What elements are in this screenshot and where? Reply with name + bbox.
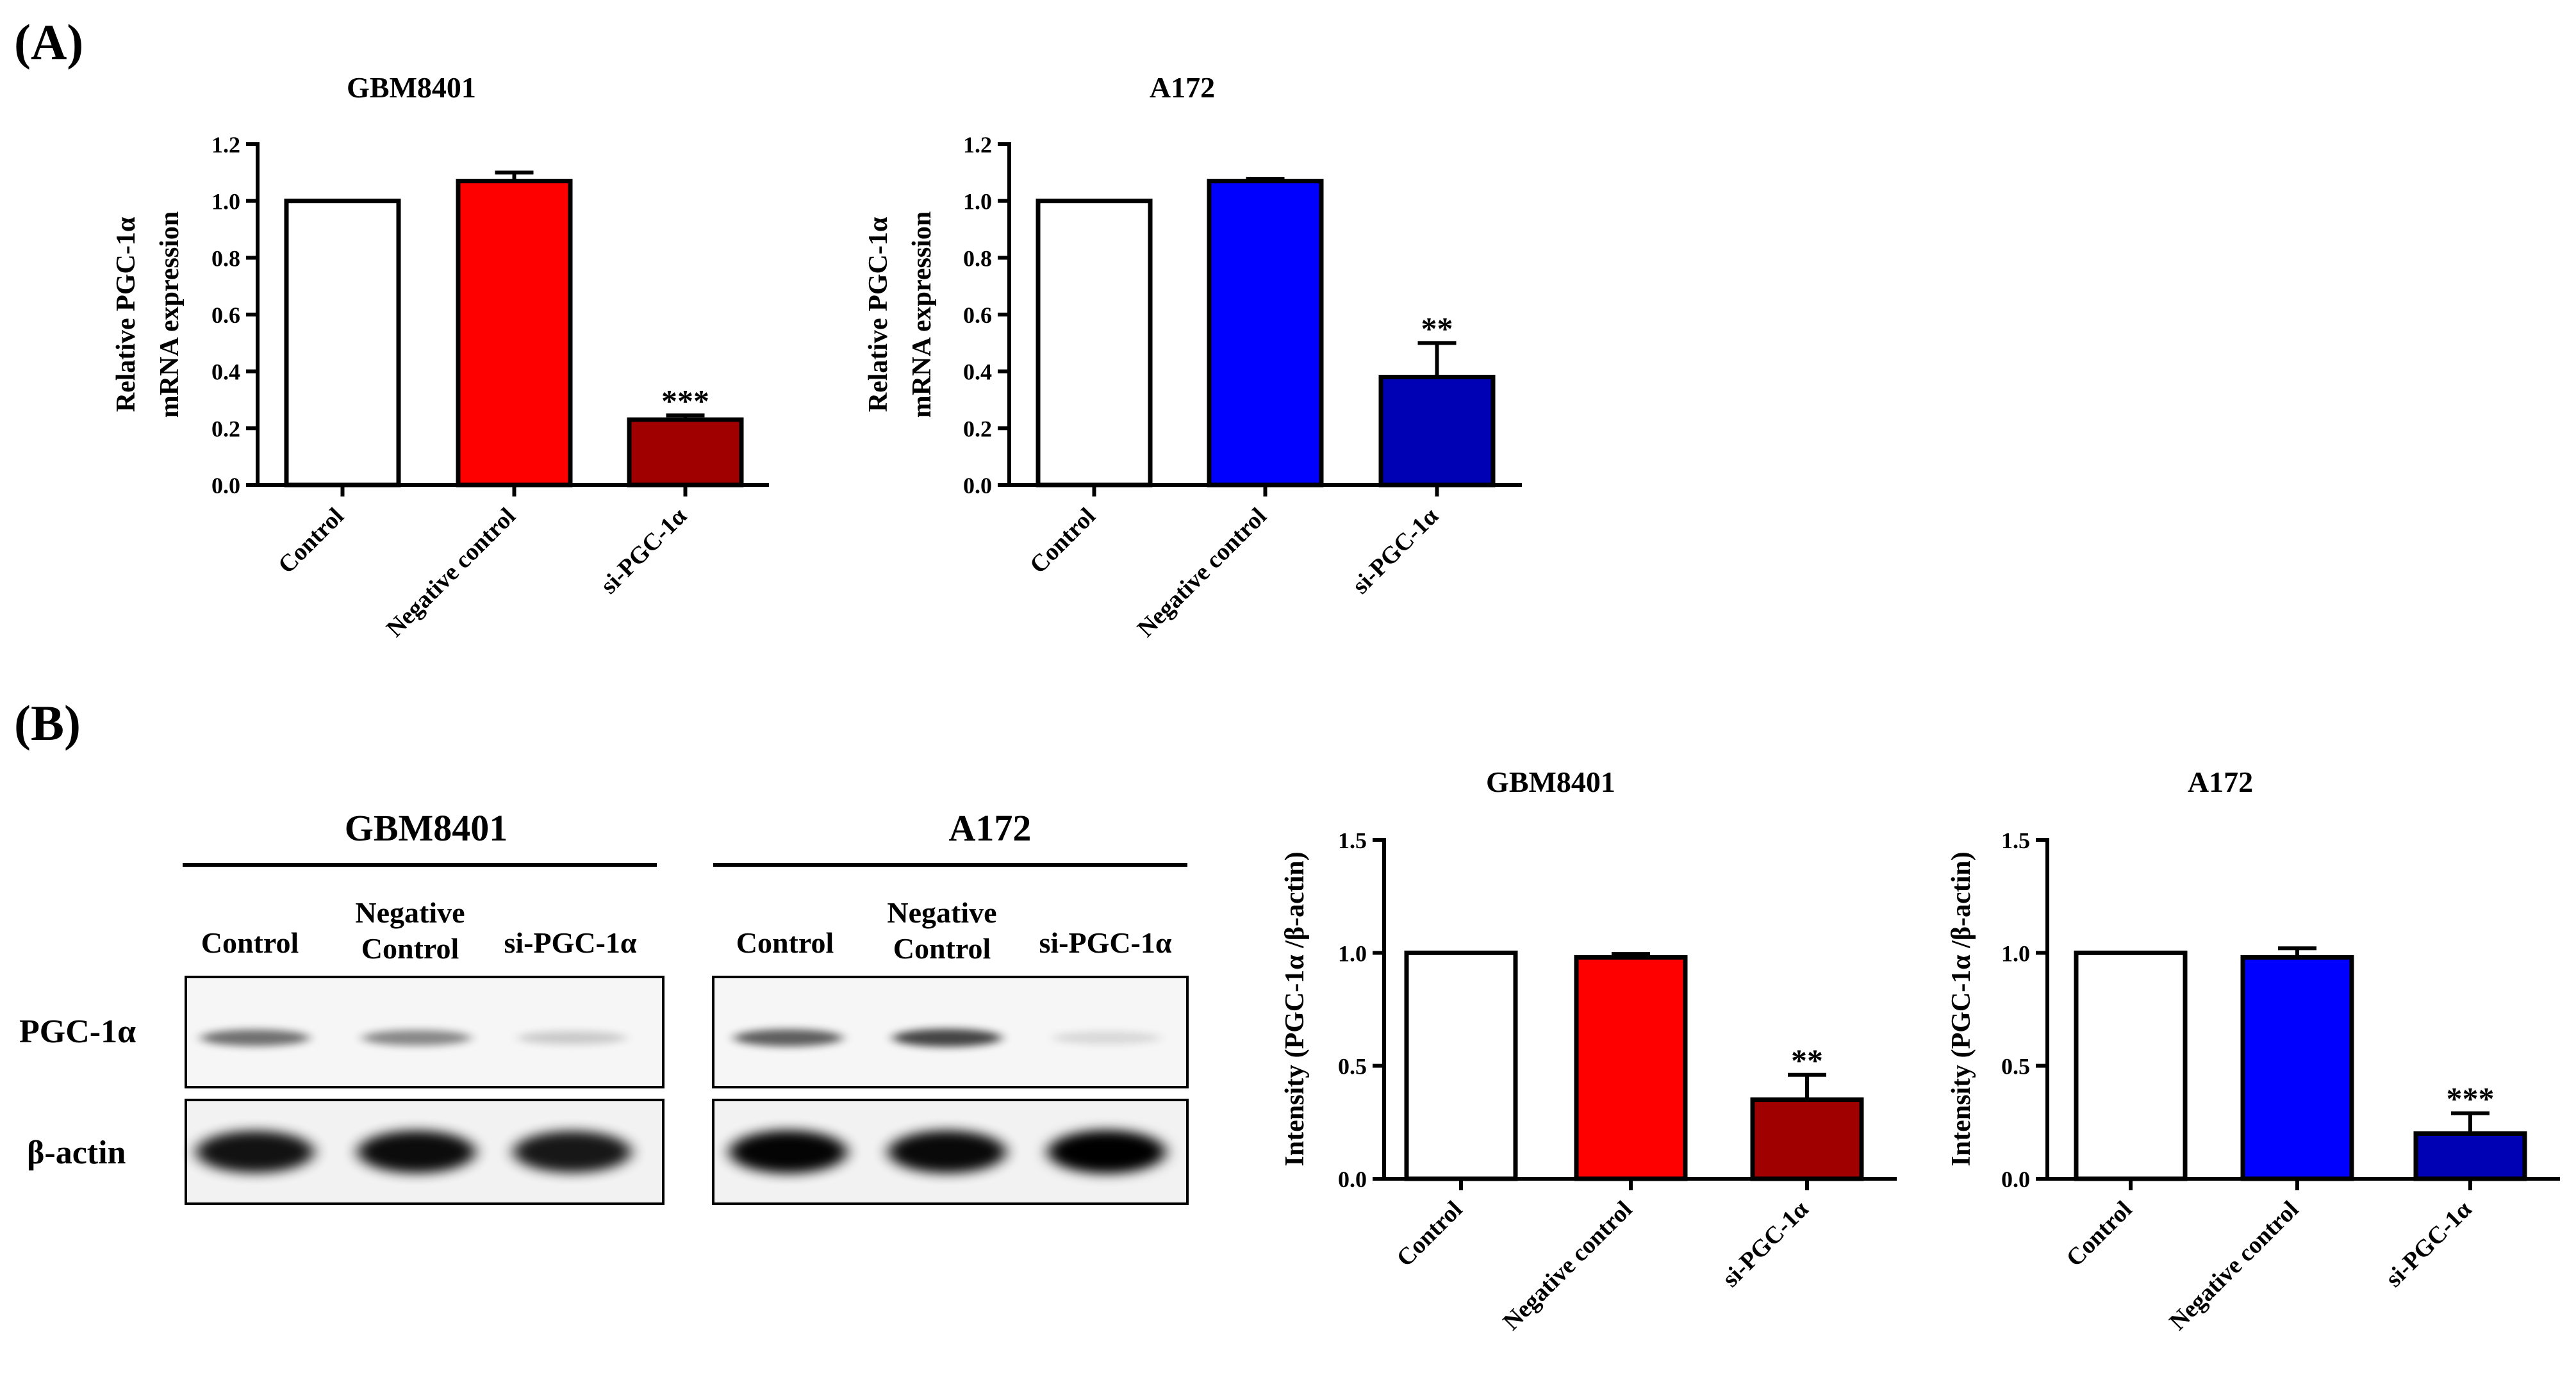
x-category-label: Negative control — [1132, 503, 1272, 643]
y-axis-label: Relative PGC-1α — [111, 217, 141, 412]
y-axis-label: mRNA expression — [155, 211, 185, 418]
x-category-label: si-PGC-1α — [2381, 1196, 2477, 1293]
bar — [1036, 199, 1153, 488]
blot-group-title: GBM8401 — [345, 807, 508, 849]
significance-marker: ** — [1421, 310, 1453, 346]
chart-title: A172 — [1150, 71, 1215, 104]
y-tick-label: 0.6 — [211, 302, 240, 328]
actin-band — [888, 1130, 1006, 1174]
y-tick-label: 1.2 — [211, 132, 240, 158]
bar — [1378, 375, 1496, 488]
bar — [1207, 179, 1324, 488]
y-tick-label: 1.0 — [211, 189, 240, 215]
y-tick-label: 1.5 — [1338, 828, 1367, 853]
lane-label: Negative — [355, 896, 465, 929]
lane-label: Control — [893, 932, 991, 965]
significance-marker: ** — [1791, 1042, 1823, 1078]
chart-title: GBM8401 — [347, 71, 476, 104]
x-category-label: Negative control — [1498, 1196, 1637, 1336]
y-tick-label: 0.5 — [2001, 1054, 2030, 1079]
actin-band — [513, 1131, 631, 1173]
x-category-label: si-PGC-1α — [1717, 1196, 1814, 1293]
y-axis-label: Intensity (PGC-1α /β-actin) — [1280, 851, 1310, 1166]
actin-band — [358, 1130, 475, 1174]
x-category-label: Negative control — [381, 503, 521, 643]
x-category-label: si-PGC-1α — [1347, 503, 1444, 600]
chart-4: A172 Intensity (PGC-1α /β-actin) 0.0 0.5 1.0… — [1947, 766, 2560, 1336]
x-category-label: Control — [1025, 503, 1101, 579]
y-tick-label: 0.0 — [963, 473, 992, 498]
chart-1: GBM8401 Relative PGC-1α mRNA expression 0.0… — [111, 71, 769, 643]
y-tick-label: 0.2 — [211, 416, 240, 441]
pgc-band — [734, 1029, 843, 1047]
lane-label: Control — [361, 932, 459, 965]
actin-band — [196, 1131, 314, 1173]
bar — [2240, 955, 2354, 1181]
y-tick-label: 1.0 — [1338, 940, 1367, 966]
pgc-band — [362, 1029, 471, 1046]
lane-label: si-PGC-1α — [1039, 926, 1171, 959]
y-tick-label: 0.2 — [963, 416, 992, 441]
significance-marker: *** — [2447, 1081, 2495, 1117]
bar — [1574, 955, 1688, 1181]
blot-group-title: A172 — [949, 807, 1032, 849]
significance-marker: *** — [661, 382, 709, 418]
actin-band — [1048, 1130, 1166, 1174]
y-axis-label: mRNA expression — [907, 211, 937, 418]
x-category-label: Control — [2061, 1196, 2138, 1272]
y-tick-label: 1.2 — [963, 132, 992, 158]
chart-title: A172 — [2188, 766, 2253, 798]
x-category-label: si-PGC-1α — [595, 503, 692, 600]
chart-2: A172 Relative PGC-1α mRNA expression 0.0 0.2… — [864, 71, 1522, 643]
pgc-band — [1052, 1031, 1161, 1044]
y-tick-label: 0.0 — [211, 473, 240, 498]
y-tick-label: 0.8 — [963, 245, 992, 271]
y-tick-label: 1.5 — [2001, 828, 2030, 853]
bar — [1404, 950, 1518, 1181]
bar — [2413, 1131, 2527, 1181]
lane-label: si-PGC-1α — [504, 926, 636, 959]
lane-label: Negative — [887, 896, 996, 929]
y-tick-label: 1.0 — [963, 189, 992, 215]
y-tick-label: 0.4 — [963, 359, 992, 385]
row-label-actin: β-actin — [27, 1135, 126, 1171]
y-axis-label: Intensity (PGC-1α /β-actin) — [1947, 851, 1976, 1166]
y-tick-label: 0.8 — [211, 245, 240, 271]
row-label-pgc: PGC-1α — [19, 1013, 136, 1050]
y-tick-label: 0.0 — [1338, 1167, 1367, 1192]
lane-label: Control — [736, 926, 834, 959]
x-category-label: Control — [1392, 1196, 1468, 1272]
y-tick-label: 0.6 — [963, 302, 992, 328]
pgc-band — [893, 1028, 1002, 1047]
x-category-label: Control — [273, 503, 349, 579]
bar — [627, 417, 744, 488]
y-axis-label: Relative PGC-1α — [864, 217, 893, 412]
bar — [1750, 1097, 1864, 1181]
y-tick-label: 1.0 — [2001, 940, 2030, 966]
lane-label: Control — [201, 926, 299, 959]
actin-band — [729, 1130, 847, 1174]
panel-label-b: (B) — [14, 695, 81, 751]
panel-label-a: (A) — [14, 14, 83, 70]
chart-title: GBM8401 — [1486, 766, 1615, 798]
pgc-band — [518, 1031, 627, 1045]
bar — [2074, 950, 2188, 1181]
chart-3: GBM8401 Intensity (PGC-1α /β-actin) 0.0 0.5… — [1280, 766, 1897, 1336]
y-tick-label: 0.0 — [2001, 1167, 2030, 1192]
y-tick-label: 0.4 — [211, 359, 240, 385]
x-category-label: Negative control — [2164, 1196, 2304, 1336]
pgc-band — [201, 1029, 310, 1046]
bar — [284, 199, 401, 488]
y-tick-label: 0.5 — [1338, 1054, 1367, 1079]
bar — [456, 179, 573, 488]
